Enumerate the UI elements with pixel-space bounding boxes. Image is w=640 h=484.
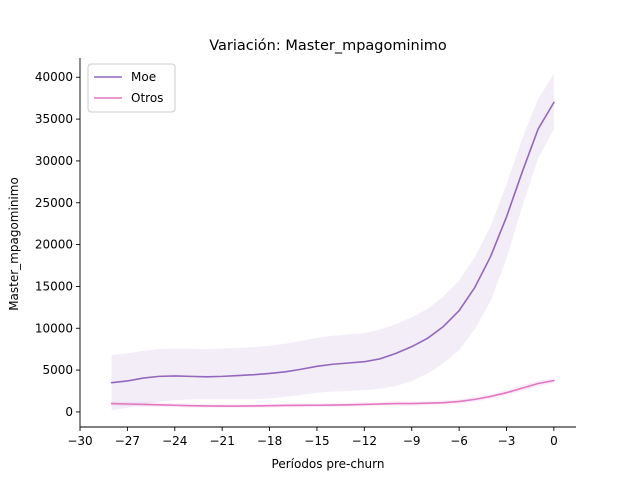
x-tick-label: −15 <box>304 434 329 448</box>
x-tick-label: −3 <box>498 434 516 448</box>
x-tick-label: −18 <box>257 434 282 448</box>
series-line-otros <box>110 379 555 407</box>
y-tick-label: 15000 <box>35 279 73 293</box>
y-tick-label: 25000 <box>35 196 73 210</box>
x-tick-label: −24 <box>162 434 187 448</box>
x-tick-label: −27 <box>115 434 140 448</box>
x-axis-label: Períodos pre-churn <box>272 457 385 471</box>
y-tick-label: 35000 <box>35 112 73 126</box>
series-lines <box>110 101 555 407</box>
x-tick-label: 0 <box>550 434 558 448</box>
axes: −30 −27 −24 −21 −18 −15 −12 −9 −6 −3 0050001000015… <box>35 58 576 448</box>
y-tick-label: 40000 <box>35 70 73 84</box>
y-tick-label: 10000 <box>35 321 73 335</box>
chart-title: Variación: Master_mpagominimo <box>209 38 447 54</box>
series-line-moe <box>110 101 555 384</box>
legend-label-moe: Moe <box>131 70 156 84</box>
y-tick-label: 30000 <box>35 154 73 168</box>
confidence-band-moe <box>111 73 554 411</box>
x-tick-label: −9 <box>403 434 421 448</box>
y-tick-label: 0 <box>65 405 73 419</box>
y-axis-label: Master_mpagominimo <box>7 177 21 311</box>
confidence-bands <box>111 73 554 411</box>
x-tick-label: −30 <box>67 434 92 448</box>
y-tick-label: 5000 <box>42 363 73 377</box>
x-tick-label: −6 <box>450 434 468 448</box>
x-tick-label: −12 <box>352 434 377 448</box>
legend: Moe Otros <box>87 63 176 113</box>
legend-box <box>87 63 176 113</box>
x-tick-label: −21 <box>210 434 235 448</box>
y-tick-label: 20000 <box>35 238 73 252</box>
legend-label-otros: Otros <box>131 91 163 105</box>
